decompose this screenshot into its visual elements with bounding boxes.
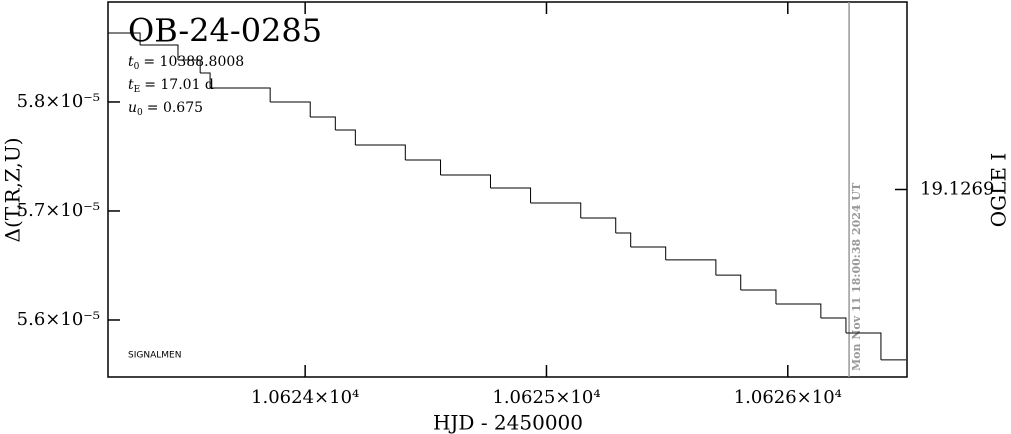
step-segment <box>630 246 667 260</box>
parameter: t0 = 10388.8008 <box>128 54 244 72</box>
y-axis-label: Δ(T,R,Z,U) <box>1 138 25 243</box>
y-tick-label: 5.6×10⁻⁵ <box>17 309 100 330</box>
y-tick-label: 5.8×10⁻⁵ <box>17 91 100 112</box>
y2-tick-label: 19.1269 <box>920 179 994 200</box>
parameter-value: = 17.01 d <box>144 77 214 93</box>
step-segment <box>335 129 356 146</box>
y2-axis-label: OGLE I <box>987 153 1011 228</box>
step-segment <box>740 289 777 304</box>
parameter: u0 = 0.675 <box>128 100 203 118</box>
step-segment <box>355 144 406 160</box>
step-segment <box>820 317 847 333</box>
y-tick-label: 5.7×10⁻⁵ <box>17 200 100 221</box>
x-tick-label: 1.0626×10⁴ <box>734 387 842 408</box>
step-segment <box>615 232 632 247</box>
parameter: tE = 17.01 d <box>128 77 214 95</box>
step-segment <box>108 32 141 45</box>
step-segment <box>845 332 882 360</box>
parameter-value: = 10388.8008 <box>143 54 244 70</box>
step-segment <box>530 202 582 218</box>
step-segment <box>440 174 491 188</box>
parameter-symbol: t <box>128 54 134 70</box>
parameter-subscript: 0 <box>134 62 140 72</box>
step-segment <box>200 72 211 89</box>
footnote: SIGNALMEN <box>128 351 181 361</box>
x-tick-label: 1.0624×10⁴ <box>251 387 359 408</box>
step-segment <box>665 259 717 276</box>
now-label: Mon Nov 11 18:00:38 2024 UT <box>850 182 863 371</box>
chart-title: OB-24-0285 <box>128 12 322 50</box>
x-tick-label: 1.0625×10⁴ <box>492 387 600 408</box>
step-segment <box>775 303 822 319</box>
parameter-subscript: E <box>134 85 141 95</box>
step-segment <box>490 187 532 204</box>
step-segment <box>210 87 271 102</box>
step-segment <box>140 44 179 60</box>
step-segment <box>177 59 201 73</box>
x-axis-label: HJD - 2450000 <box>433 411 583 434</box>
parameter-symbol: t <box>128 77 134 93</box>
step-segment <box>310 116 336 130</box>
parameter-symbol: u <box>128 100 137 116</box>
parameter-subscript: 0 <box>137 108 143 118</box>
step-segment <box>270 101 311 118</box>
step-segment <box>580 217 617 233</box>
step-segment <box>715 274 742 291</box>
parameter-value: = 0.675 <box>147 100 203 116</box>
step-segment <box>405 159 442 176</box>
